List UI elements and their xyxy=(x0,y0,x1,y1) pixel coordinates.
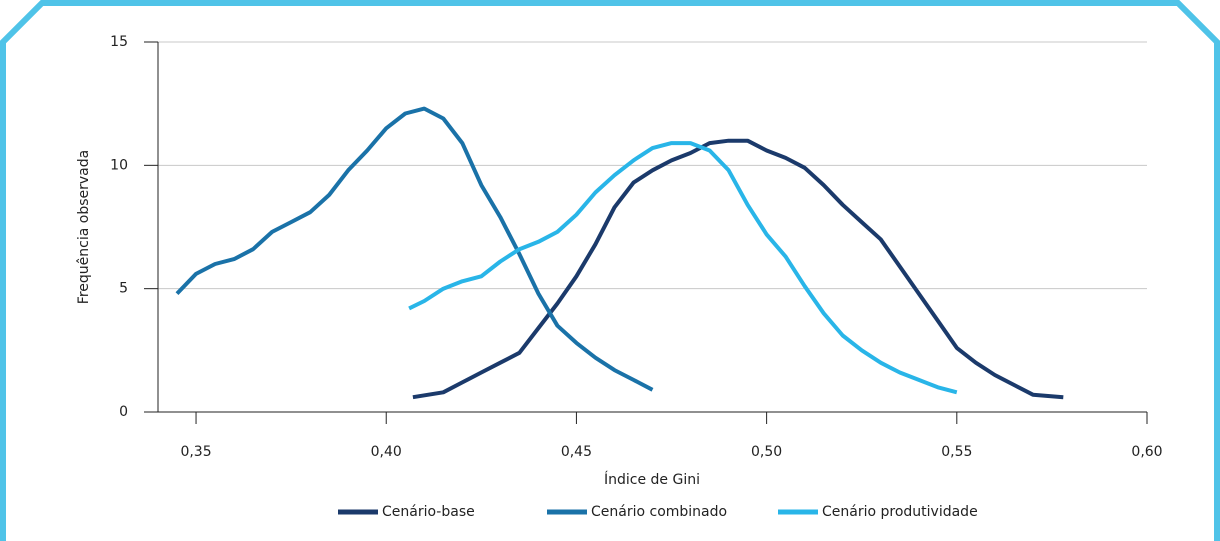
series-line xyxy=(408,141,958,395)
x-axis-label: Índice de Gini xyxy=(604,471,700,488)
legend-label: Cenário-base xyxy=(382,504,475,520)
x-tick-label: 0,50 xyxy=(751,444,782,460)
y-tick-label: 5 xyxy=(119,281,128,297)
x-tick-label: 0,35 xyxy=(180,444,211,460)
x-tick-label: 0,55 xyxy=(941,444,972,460)
x-tick-label: 0,60 xyxy=(1131,444,1162,460)
legend-label: Cenário produtividade xyxy=(822,504,978,520)
x-tick-label: 0,45 xyxy=(561,444,592,460)
y-tick-label: 0 xyxy=(119,404,128,420)
series-line xyxy=(175,106,654,392)
y-tick-label: 15 xyxy=(110,34,128,50)
legend-label: Cenário combinado xyxy=(591,504,727,520)
series-line xyxy=(412,138,1064,400)
y-axis-label: Frequência observada xyxy=(76,150,92,304)
y-tick-label: 10 xyxy=(110,157,128,173)
x-tick-label: 0,40 xyxy=(371,444,402,460)
